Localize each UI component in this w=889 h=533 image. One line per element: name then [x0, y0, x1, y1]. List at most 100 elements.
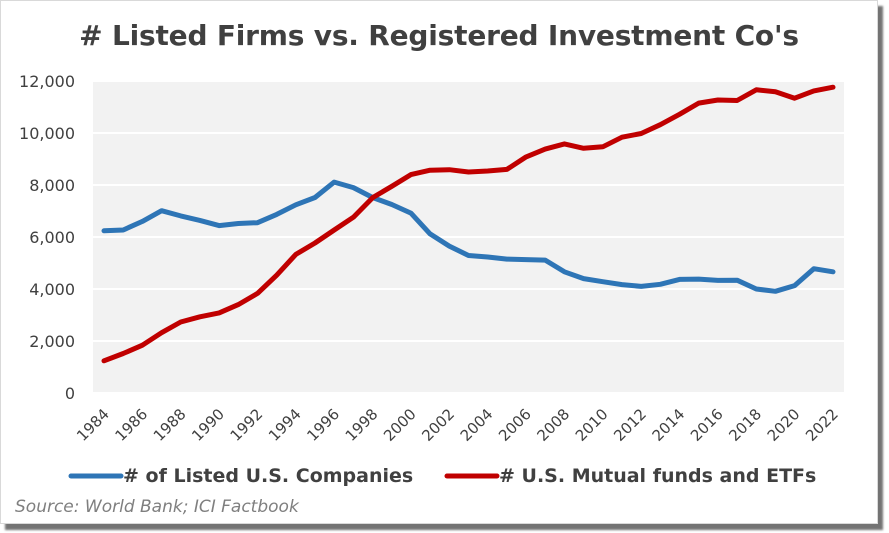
x-tick-label: 2014 [649, 405, 689, 445]
data-point-mutual-funds-etfs [389, 183, 395, 189]
data-point-mutual-funds-etfs [101, 358, 107, 364]
data-point-listed-companies [485, 254, 491, 260]
legend-label-mutual-funds-etfs: # U.S. Mutual funds and ETFs [499, 465, 816, 487]
y-tick-label: 8,000 [29, 176, 75, 195]
chart-frame: # Listed Firms vs. Registered Investment… [0, 0, 878, 524]
data-point-listed-companies [830, 269, 836, 275]
data-point-mutual-funds-etfs [197, 314, 203, 320]
data-point-listed-companies [255, 220, 261, 226]
data-point-mutual-funds-etfs [446, 167, 452, 173]
data-point-mutual-funds-etfs [293, 251, 299, 257]
source-note: Source: World Bank; ICI Factbook [15, 497, 299, 517]
data-point-mutual-funds-etfs [504, 166, 510, 172]
data-point-mutual-funds-etfs [370, 195, 376, 201]
data-point-listed-companies [523, 257, 529, 263]
data-point-mutual-funds-etfs [581, 145, 587, 151]
data-point-mutual-funds-etfs [408, 172, 414, 178]
y-tick-label: 12,000 [19, 72, 75, 91]
y-axis: 0 2,000 4,000 6,000 8,000 10,000 12,000 [19, 72, 75, 403]
legend-item-mutual-funds-etfs[interactable]: # U.S. Mutual funds and ETFs [444, 465, 816, 487]
data-point-listed-companies [350, 185, 356, 191]
data-point-listed-companies [120, 227, 126, 233]
data-point-listed-companies [389, 202, 395, 208]
x-tick-label: 1988 [150, 405, 190, 445]
data-point-listed-companies [638, 283, 644, 289]
x-tick-label: 1994 [265, 405, 305, 445]
data-point-mutual-funds-etfs [638, 131, 644, 137]
data-point-mutual-funds-etfs [331, 227, 337, 233]
data-point-mutual-funds-etfs [542, 146, 548, 152]
legend: # of Listed U.S. Companies # U.S. Mutual… [68, 465, 816, 487]
x-tick-label: 2000 [380, 405, 420, 445]
data-point-listed-companies [561, 269, 567, 275]
legend-item-listed-companies[interactable]: # of Listed U.S. Companies [68, 465, 413, 487]
x-tick-label: 2010 [572, 405, 612, 445]
x-tick-label: 2016 [687, 405, 727, 445]
y-tick-label: 10,000 [19, 124, 75, 143]
x-tick-label: 2020 [764, 405, 804, 445]
data-point-listed-companies [427, 231, 433, 237]
data-point-listed-companies [139, 218, 145, 224]
data-point-mutual-funds-etfs [753, 87, 759, 93]
data-point-listed-companies [274, 211, 280, 217]
data-point-mutual-funds-etfs [466, 169, 472, 175]
data-point-mutual-funds-etfs [600, 144, 606, 150]
data-point-listed-companies [312, 195, 318, 201]
data-point-mutual-funds-etfs [523, 154, 529, 160]
data-point-listed-companies [197, 217, 203, 223]
series-line-mutual-funds-etfs [101, 84, 836, 364]
y-tick-label: 0 [65, 384, 75, 403]
data-point-mutual-funds-etfs [619, 134, 625, 140]
y-tick-label: 4,000 [29, 280, 75, 299]
series-line-listed-companies [101, 179, 836, 294]
x-tick-label: 2002 [418, 405, 458, 445]
x-tick-label: 2006 [495, 405, 535, 445]
x-tick-label: 2022 [802, 405, 842, 445]
data-point-listed-companies [159, 208, 165, 214]
chart-title: # Listed Firms vs. Registered Investment… [79, 19, 799, 52]
data-point-mutual-funds-etfs [830, 84, 836, 90]
data-point-mutual-funds-etfs [677, 111, 683, 117]
data-point-listed-companies [235, 221, 241, 227]
data-point-mutual-funds-etfs [235, 302, 241, 308]
y-tick-label: 2,000 [29, 332, 75, 351]
line-chart: 0 2,000 4,000 6,000 8,000 10,000 12,000 198419… [19, 72, 844, 487]
legend-label-listed-companies: # of Listed U.S. Companies [123, 465, 413, 487]
data-point-mutual-funds-etfs [734, 98, 740, 104]
y-tick-label: 6,000 [29, 228, 75, 247]
data-point-mutual-funds-etfs [657, 122, 663, 128]
data-point-listed-companies [331, 179, 337, 185]
data-point-mutual-funds-etfs [274, 272, 280, 278]
x-tick-label: 2012 [610, 405, 650, 445]
gridlines [93, 80, 844, 394]
data-point-mutual-funds-etfs [772, 89, 778, 95]
x-tick-label: 1992 [227, 405, 267, 445]
data-point-listed-companies [466, 253, 472, 259]
data-point-mutual-funds-etfs [427, 167, 433, 173]
data-point-listed-companies [600, 279, 606, 285]
data-point-mutual-funds-etfs [255, 290, 261, 296]
x-tick-label: 2008 [534, 405, 574, 445]
data-point-listed-companies [581, 276, 587, 282]
data-point-listed-companies [811, 266, 817, 272]
data-point-listed-companies [734, 277, 740, 283]
x-tick-label: 1998 [342, 405, 382, 445]
series [101, 84, 836, 364]
data-point-mutual-funds-etfs [139, 342, 145, 348]
data-point-listed-companies [696, 276, 702, 282]
data-point-listed-companies [446, 243, 452, 249]
data-point-listed-companies [504, 256, 510, 262]
data-point-listed-companies [792, 283, 798, 289]
data-point-mutual-funds-etfs [350, 214, 356, 220]
x-axis: 1984198619881990199219941996199820002002… [73, 405, 842, 445]
x-tick-label: 2018 [725, 405, 765, 445]
data-point-mutual-funds-etfs [216, 310, 222, 316]
data-point-mutual-funds-etfs [178, 319, 184, 325]
data-point-listed-companies [677, 276, 683, 282]
data-point-listed-companies [178, 213, 184, 219]
data-point-listed-companies [101, 228, 107, 234]
x-tick-label: 2004 [457, 405, 497, 445]
data-point-listed-companies [216, 223, 222, 229]
data-point-listed-companies [772, 288, 778, 294]
data-point-listed-companies [619, 282, 625, 288]
